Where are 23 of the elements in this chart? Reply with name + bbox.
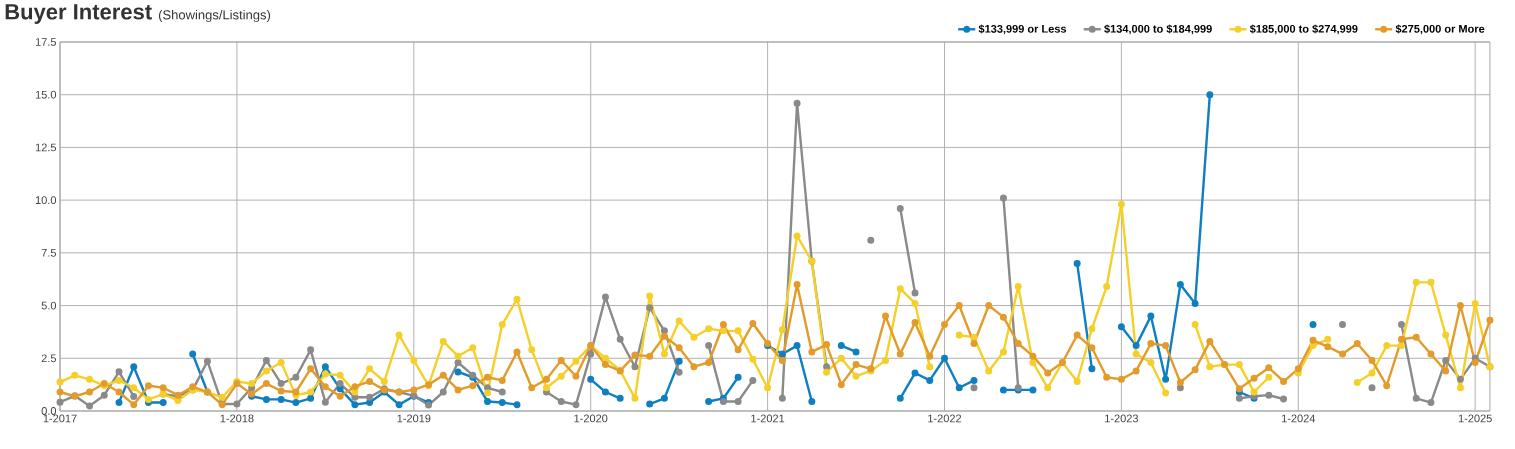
- x-tick-label: 1-2018: [220, 414, 254, 423]
- legend-label: $185,000 to $274,999: [1249, 24, 1358, 35]
- chart-title: Buyer Interest: [5, 4, 152, 24]
- y-tick-label: 2.5: [41, 354, 57, 363]
- chart-subtitle: (Showings/Listings): [158, 9, 271, 23]
- x-tick-label: 1-2024: [1281, 414, 1316, 423]
- x-tick-label: 1-2020: [574, 414, 608, 423]
- legend-label: $133,999 or Less: [978, 24, 1067, 35]
- x-tick-label: 1-2019: [397, 414, 431, 423]
- legend-label: $275,000 or More: [1395, 24, 1485, 35]
- y-tick-label: 10.0: [35, 196, 57, 205]
- y-tick-label: 5.0: [41, 301, 57, 310]
- y-tick-label: 15.0: [35, 90, 57, 99]
- y-tick-label: 7.5: [41, 249, 57, 257]
- x-tick-label: 1-2023: [1105, 414, 1139, 423]
- y-tick-label: 12.5: [35, 143, 57, 152]
- y-tick-label: 17.5: [35, 38, 57, 46]
- y-tick-label: 0.0: [41, 407, 57, 415]
- x-tick-label: 1-2022: [928, 414, 962, 423]
- x-tick-label: 1-2021: [751, 414, 785, 423]
- legend-label: $134,000 to $184,999: [1104, 24, 1212, 35]
- x-tick-label: 1-2017: [43, 414, 77, 423]
- x-tick-label: 1-2025: [1458, 414, 1492, 423]
